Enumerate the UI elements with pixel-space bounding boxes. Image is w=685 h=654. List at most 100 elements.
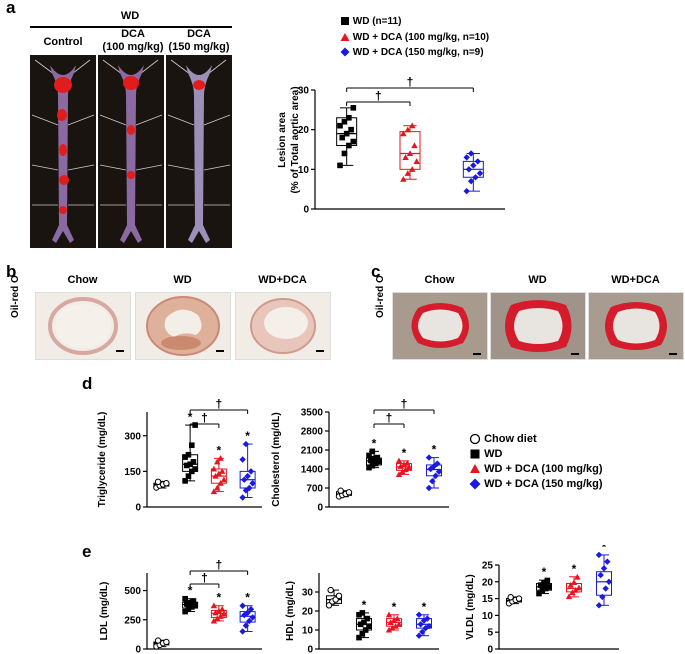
data-point [544,577,551,584]
lesion-area-chart: 0 10 20 30 † † Lesion area (% of Total aortic… [277,75,505,216]
data-point [337,162,343,169]
y-axis-label: Cholesterol (mg/dL) [271,412,282,506]
data-point [569,589,576,596]
y-tick-label: 20 [482,577,494,588]
data-point [239,602,246,609]
dagger-mark: † [216,558,223,572]
data-point [364,615,371,622]
data-point [366,623,372,629]
y-tick-label: 10 [482,611,494,622]
data-point [241,476,248,483]
data-point [425,484,433,492]
data-point [546,584,552,590]
data-point [537,582,544,588]
y-tick-label: 0 [135,645,141,654]
significance-star: * [422,600,427,614]
data-point [542,585,549,592]
data-point [210,602,218,609]
data-point [402,466,409,473]
data-point [400,130,407,137]
y-tick-label: 25 [482,561,494,572]
data-point [337,122,343,129]
y-tick-label: 5 [487,628,493,639]
data-point [185,605,192,612]
data-point [435,468,443,475]
panel-c-label: c [371,262,381,281]
data-point [249,480,256,487]
data-point [359,610,366,616]
data-point [536,590,542,597]
significance-star: * [392,600,397,614]
data-point [369,448,376,455]
significance-star: * [572,562,577,576]
data-point [192,466,198,472]
y-tick-label: 500 [124,586,141,597]
data-point [339,134,346,141]
data-point [359,631,366,637]
data-point [210,488,218,495]
data-point [425,454,433,461]
data-point [394,615,401,622]
data-point [185,451,192,458]
significance-star: * [402,446,407,460]
legend-a-dca100: WD + DCA (100 mg/kg, n=10) [340,32,489,43]
data-point [214,615,221,622]
data-point [362,627,369,633]
data-point [183,601,190,607]
data-point [405,464,413,471]
y-tick-label: 150 [124,467,141,478]
data-point [348,126,354,133]
data-point [402,154,409,160]
legend-a-wd-text: WD (n=11) [352,16,402,27]
aorta-photo-dca100 [98,55,164,248]
data-point [595,602,603,609]
data-point [217,480,224,486]
legend-d-dca150: WD + DCA (150 mg/kg) [469,478,603,490]
data-point [395,457,403,464]
significance-star: * [217,443,222,457]
data-point [434,460,441,467]
data-point [215,607,223,614]
data-point [220,610,228,617]
data-point [335,592,343,599]
data-point [570,579,578,586]
data-point [190,459,197,465]
dagger-mark: † [401,397,408,411]
y-tick-label: 0 [303,205,309,216]
y-axis-label: HDL (mg/dL) [285,581,296,641]
y-tick-label: 30 [302,588,314,599]
data-point [219,606,226,612]
panel-d-label: d [82,374,93,393]
data-point [385,626,393,633]
oil-red-c-wddca [588,292,684,360]
data-point [541,580,547,586]
data-point [395,471,403,477]
dagger-mark: † [386,411,393,425]
data-point [210,617,218,624]
legend-a-dca150-text: WD + DCA (150 mg/kg, n=9) [352,47,484,58]
data-point [413,158,420,164]
panel-b-col-wd: WD [173,274,192,286]
data-point [244,472,251,480]
y-tick-label: 2100 [301,446,324,457]
data-point [600,565,608,572]
y-tick-label: 0 [307,645,313,654]
data-point [507,594,514,601]
data-point [361,619,367,626]
data-point [242,440,250,448]
panel-a-header-line [30,26,232,28]
lesion-ylabel-1: Lesion area [277,112,288,168]
dagger-mark: † [201,571,208,585]
data-point [539,587,546,594]
data-point [356,612,362,618]
data-point [239,456,246,463]
data-point [366,464,372,471]
data-point [463,154,470,161]
data-point [575,584,583,591]
panel-c-col-wddca: WD+DCA [611,274,660,286]
data-point [212,609,219,616]
data-point [350,105,357,111]
legend-d-wd: WD [469,448,502,460]
data-point [389,624,396,631]
y-tick-label: 30 [298,86,310,97]
